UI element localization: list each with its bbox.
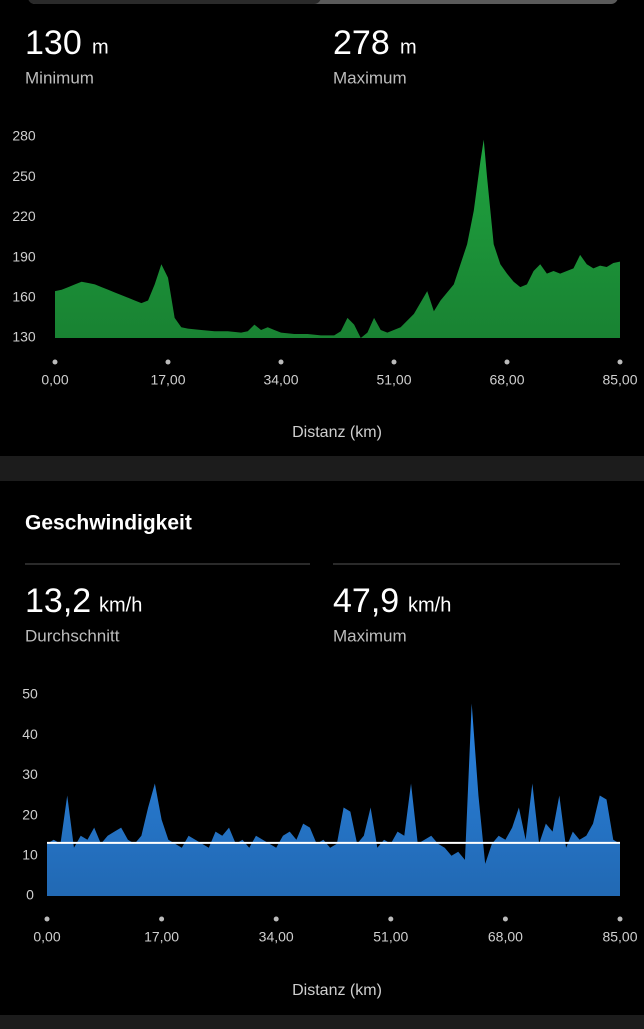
x-axis-label: Distanz (km) xyxy=(292,424,382,441)
stat-label: Durchschnitt xyxy=(25,626,120,645)
stat-label: Maximum xyxy=(333,626,407,645)
x-tick-dot xyxy=(617,359,623,365)
stat-unit: m xyxy=(92,36,109,58)
x-tick-label: 85,00 xyxy=(602,929,637,945)
stat-unit: km/h xyxy=(408,594,451,616)
stat-value: 47,9 xyxy=(333,582,399,620)
x-axis-label: Distanz (km) xyxy=(292,982,382,999)
stat-value: 278 xyxy=(333,24,390,62)
x-tick-label: 51,00 xyxy=(373,929,408,945)
x-tick-label: 17,00 xyxy=(144,929,179,945)
x-tick-label: 85,00 xyxy=(602,372,637,388)
y-tick-label: 280 xyxy=(12,128,36,144)
x-tick-dot xyxy=(273,916,279,922)
stat-label: Minimum xyxy=(25,68,94,87)
area xyxy=(47,703,620,896)
stat-unit: km/h xyxy=(99,594,142,616)
x-tick-dot xyxy=(165,359,171,365)
x-tick-label: 17,00 xyxy=(150,372,185,388)
stat-label: Maximum xyxy=(333,68,407,87)
x-tick-dot xyxy=(617,916,623,922)
x-tick-label: 68,00 xyxy=(488,929,523,945)
x-tick-dot xyxy=(502,916,508,922)
x-tick-label: 0,00 xyxy=(41,372,68,388)
elevation-panel xyxy=(0,0,644,456)
y-tick-label: 40 xyxy=(22,726,38,742)
x-tick-dot xyxy=(52,359,58,365)
x-tick-dot xyxy=(391,359,397,365)
x-tick-dot xyxy=(44,916,50,922)
x-tick-label: 0,00 xyxy=(33,929,60,945)
y-tick-label: 10 xyxy=(22,847,38,863)
x-tick-dot xyxy=(159,916,165,922)
x-tick-dot xyxy=(278,359,284,365)
stat-value: 13,2 xyxy=(25,582,91,620)
x-tick-label: 34,00 xyxy=(263,372,298,388)
stat-unit: m xyxy=(400,36,417,58)
y-tick-label: 250 xyxy=(12,168,36,184)
area xyxy=(55,139,620,338)
x-tick-label: 68,00 xyxy=(489,372,524,388)
x-tick-label: 34,00 xyxy=(259,929,294,945)
tab-selected[interactable] xyxy=(28,0,321,4)
section-title: Geschwindigkeit xyxy=(25,512,192,535)
x-tick-label: 51,00 xyxy=(376,372,411,388)
stat-value: 130 xyxy=(25,24,82,62)
speed-panel xyxy=(0,481,644,1015)
y-tick-label: 220 xyxy=(12,208,36,224)
y-tick-label: 30 xyxy=(22,766,38,782)
y-tick-label: 190 xyxy=(12,248,36,264)
y-tick-label: 20 xyxy=(22,806,38,822)
x-tick-dot xyxy=(504,359,510,365)
y-tick-label: 160 xyxy=(12,289,36,305)
y-tick-label: 130 xyxy=(12,329,36,345)
x-tick-dot xyxy=(388,916,394,922)
y-tick-label: 0 xyxy=(26,887,34,903)
y-tick-label: 50 xyxy=(22,686,38,702)
